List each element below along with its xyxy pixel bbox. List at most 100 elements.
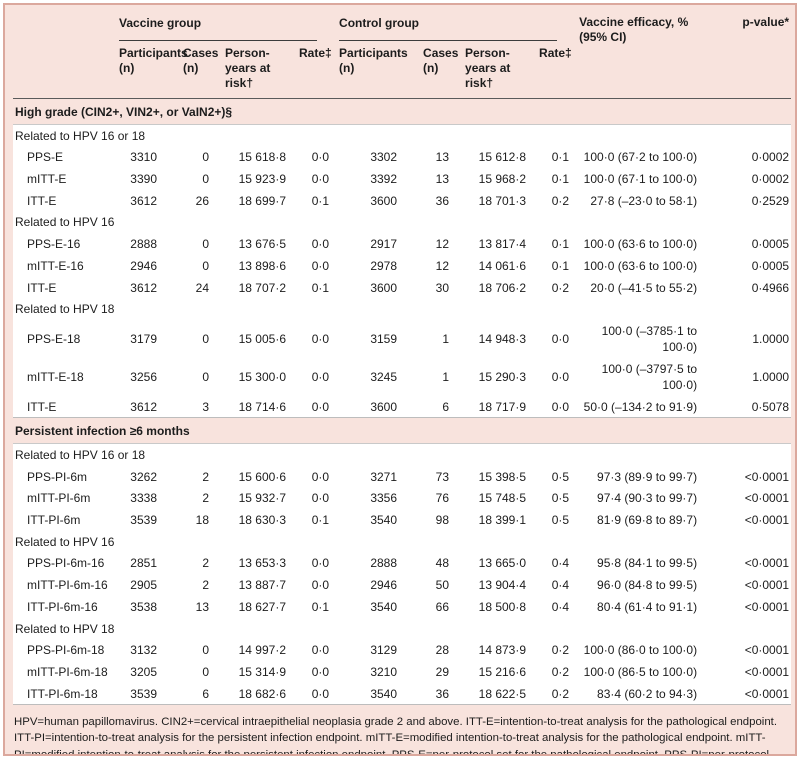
row-label: PPS-E-16 [13, 233, 119, 255]
section-row: High grade (CIN2+, VIN2+, or VaIN2+)§ [13, 98, 792, 125]
vaccine-rate: 0·0 [299, 660, 340, 683]
vaccine-efficacy-value: 50·0 (–134·2 to 91·9) [579, 395, 722, 418]
control-cases: 1 [423, 319, 466, 358]
p-value: <0·0001 [721, 487, 792, 510]
table-row: ITT-PI-6m-16 3538 13 18 627·7 0·1 3540 66 18 50… [13, 595, 792, 618]
row-label: mITT-E-16 [13, 254, 119, 277]
control-participants: 2917 [339, 233, 424, 255]
control-cases: 48 [423, 552, 466, 575]
subheader-row: Related to HPV 16 [13, 530, 792, 553]
control-person-years: 18 706·2 [465, 276, 540, 299]
control-participants: 3129 [339, 639, 424, 661]
table-header: Vaccine group Control group Vaccine effi… [13, 12, 792, 99]
control-cases: 13 [423, 168, 466, 190]
group-header-row: Vaccine group Control group Vaccine effi… [13, 12, 792, 99]
control-rate: 0·1 [539, 168, 580, 190]
table-row: PPS-PI-6m 3262 2 15 600·6 0·0 3271 73 15 398·5 0… [13, 465, 792, 488]
control-cases: 1 [423, 357, 466, 396]
col-cases-vaccine: Cases (n) [183, 43, 225, 99]
vaccine-cases: 26 [183, 189, 225, 212]
subheader-label: Related to HPV 16 or 18 [13, 124, 792, 147]
vaccine-cases: 0 [183, 357, 225, 396]
vaccine-cases: 0 [183, 660, 225, 683]
control-person-years: 18 701·3 [465, 189, 540, 212]
table-row: mITT-PI-6m 3338 2 15 932·7 0·0 3356 76 15 748·5… [13, 487, 792, 510]
control-person-years: 18 399·1 [465, 509, 540, 531]
vaccine-efficacy-value: 97·3 (89·9 to 99·7) [579, 465, 722, 488]
vaccine-participants: 2946 [119, 254, 183, 277]
vaccine-person-years: 13 676·5 [225, 233, 299, 255]
control-cases: 12 [423, 233, 466, 255]
p-value: 1.0000 [721, 319, 792, 358]
vaccine-rate: 0·0 [299, 682, 340, 706]
p-value: <0·0001 [721, 465, 792, 488]
p-value: 0·2529 [721, 189, 792, 212]
control-participants: 2946 [339, 574, 424, 596]
p-value: <0·0001 [721, 574, 792, 596]
row-label: mITT-E [13, 168, 119, 190]
subheader-row: Related to HPV 18 [13, 617, 792, 640]
vaccine-participants: 2905 [119, 574, 183, 596]
vaccine-person-years: 18 714·6 [225, 395, 299, 418]
control-rate: 0·5 [539, 509, 580, 531]
control-rate: 0·2 [539, 189, 580, 212]
table-row: PPS-PI-6m-16 2851 2 13 653·3 0·0 2888 48 13 665… [13, 552, 792, 575]
table-row: mITT-PI-6m-16 2905 2 13 887·7 0·0 2946 50 13 90… [13, 574, 792, 596]
table-row: ITT-E 3612 3 18 714·6 0·0 3600 6 18 717·9 0·0 50·… [13, 395, 792, 418]
control-cases: 12 [423, 254, 466, 277]
p-value: 0·0002 [721, 146, 792, 169]
vaccine-cases: 24 [183, 276, 225, 299]
vaccine-cases: 0 [183, 146, 225, 169]
control-person-years: 14 948·3 [465, 319, 540, 358]
vaccine-person-years: 15 618·8 [225, 146, 299, 169]
control-rate: 0·4 [539, 595, 580, 618]
vaccine-rate: 0·0 [299, 487, 340, 510]
p-value: 1.0000 [721, 357, 792, 396]
control-participants: 3600 [339, 395, 424, 418]
vaccine-participants: 3539 [119, 682, 183, 706]
control-group-label: Control group [339, 15, 558, 41]
vaccine-cases: 0 [183, 233, 225, 255]
control-rate: 0·2 [539, 682, 580, 706]
control-person-years: 15 290·3 [465, 357, 540, 396]
control-rate: 0·4 [539, 574, 580, 596]
vaccine-group-label: Vaccine group [119, 15, 318, 41]
subheader-label: Related to HPV 16 [13, 211, 792, 234]
control-participants: 3600 [339, 276, 424, 299]
table-row: mITT-E-18 3256 0 15 300·0 0·0 3245 1 15 290·3 0·… [13, 357, 792, 396]
vaccine-person-years: 18 630·3 [225, 509, 299, 531]
vaccine-cases: 2 [183, 487, 225, 510]
vaccine-efficacy-value: 100·0 (67·2 to 100·0) [579, 146, 722, 169]
vaccine-person-years: 14 997·2 [225, 639, 299, 661]
subheader-row: Related to HPV 18 [13, 298, 792, 320]
vaccine-participants: 3132 [119, 639, 183, 661]
vaccine-person-years: 15 314·9 [225, 660, 299, 683]
vaccine-rate: 0·0 [299, 254, 340, 277]
vaccine-efficacy-value: 97·4 (90·3 to 99·7) [579, 487, 722, 510]
vaccine-rate: 0·1 [299, 276, 340, 299]
subheader-label: Related to HPV 16 or 18 [13, 443, 792, 466]
control-person-years: 13 665·0 [465, 552, 540, 575]
row-label: PPS-PI-6m-16 [13, 552, 119, 575]
p-value: <0·0001 [721, 639, 792, 661]
efficacy-header: Vaccine efficacy, % (95% CI) [579, 12, 722, 99]
vaccine-efficacy-value: 100·0 (86·0 to 100·0) [579, 639, 722, 661]
table-row: ITT-PI-6m 3539 18 18 630·3 0·1 3540 98 18 399·1… [13, 509, 792, 531]
section-label: Persistent infection ≥6 months [13, 417, 792, 444]
p-value: <0·0001 [721, 595, 792, 618]
col-participants-vaccine: Participants (n) [119, 43, 188, 99]
p-value: <0·0001 [721, 682, 792, 706]
p-value: 0·4966 [721, 276, 792, 299]
vaccine-participants: 3256 [119, 357, 183, 396]
table-row: mITT-E-16 2946 0 13 898·6 0·0 2978 12 14 061·6 0… [13, 254, 792, 277]
vaccine-rate: 0·1 [299, 189, 340, 212]
control-participants: 2888 [339, 552, 424, 575]
vaccine-rate: 0·0 [299, 357, 340, 396]
row-label-subheader-spacer [13, 43, 119, 99]
vaccine-cases: 2 [183, 465, 225, 488]
control-person-years: 18 717·9 [465, 395, 540, 418]
control-rate: 0·0 [539, 395, 580, 418]
vaccine-person-years: 18 699·7 [225, 189, 299, 212]
control-participants: 3302 [339, 146, 424, 169]
vaccine-person-years: 13 898·6 [225, 254, 299, 277]
